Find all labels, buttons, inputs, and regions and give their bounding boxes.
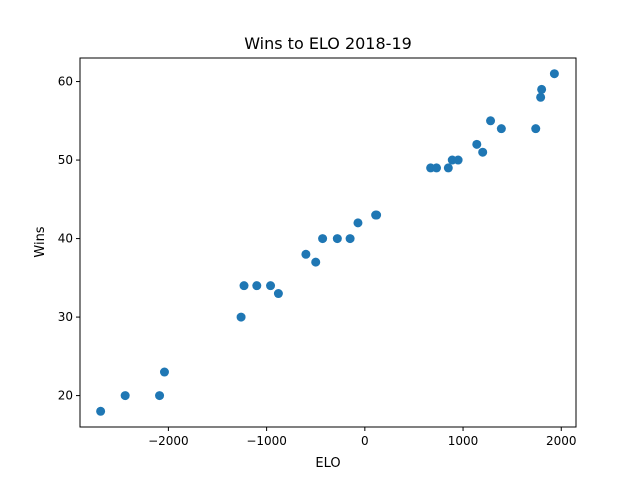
y-axis-label: Wins xyxy=(33,226,48,257)
y-tick-label: 50 xyxy=(58,153,73,167)
x-axis-label: ELO xyxy=(315,456,340,471)
y-axis-ticks: 20 30 40 50 60 xyxy=(58,75,80,403)
x-tick-label: 2000 xyxy=(546,434,577,448)
y-tick-label: 40 xyxy=(58,232,73,246)
data-point xyxy=(332,234,342,244)
data-points xyxy=(96,69,559,416)
plot-area-frame xyxy=(79,57,577,428)
x-tick-label: 0 xyxy=(361,434,369,448)
data-point xyxy=(536,92,546,102)
data-point xyxy=(120,391,130,401)
data-point xyxy=(96,406,106,416)
y-tick-label: 20 xyxy=(58,389,73,403)
data-point xyxy=(301,249,311,259)
data-point xyxy=(239,281,249,291)
data-point xyxy=(345,234,355,244)
chart-title: Wins to ELO 2018-19 xyxy=(244,34,412,53)
data-point xyxy=(236,312,246,322)
data-point xyxy=(432,163,442,173)
y-tick-label: 60 xyxy=(58,75,73,89)
data-point xyxy=(372,210,382,220)
x-axis-ticks: −2000 −1000 0 1000 2000 xyxy=(148,427,577,448)
x-tick-label: 1000 xyxy=(448,434,479,448)
data-point xyxy=(549,69,559,79)
x-tick-label: −2000 xyxy=(148,434,189,448)
x-tick-label: −1000 xyxy=(246,434,287,448)
data-point xyxy=(531,124,541,134)
data-point xyxy=(159,367,169,377)
data-point xyxy=(486,116,496,126)
data-point xyxy=(443,163,453,173)
data-point xyxy=(496,124,506,134)
data-point xyxy=(537,84,547,94)
data-point xyxy=(266,281,276,291)
data-point xyxy=(478,147,488,157)
data-point xyxy=(311,257,321,267)
data-point xyxy=(318,234,328,244)
data-point xyxy=(273,289,283,299)
data-point xyxy=(155,391,165,401)
data-point xyxy=(453,155,463,165)
data-point xyxy=(353,218,363,228)
data-point xyxy=(252,281,262,291)
y-tick-label: 30 xyxy=(58,310,73,324)
data-point xyxy=(472,139,482,149)
